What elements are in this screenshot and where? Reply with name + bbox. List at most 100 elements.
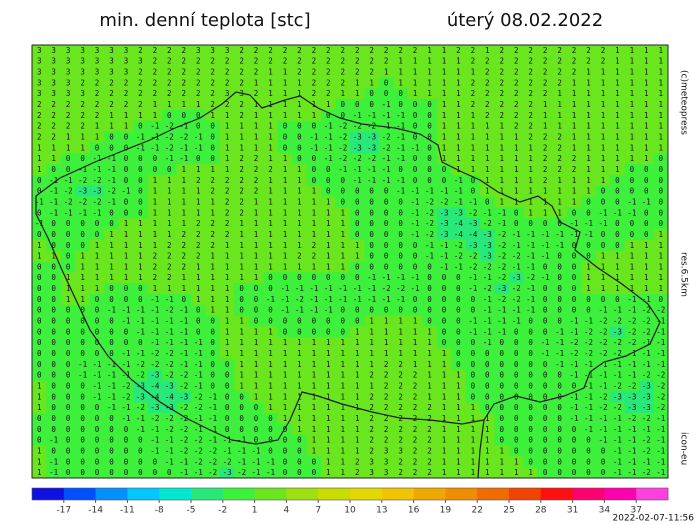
grid-cell bbox=[104, 293, 120, 306]
grid-cell bbox=[60, 369, 76, 382]
grid-cell bbox=[234, 164, 250, 176]
grid-value: 1 bbox=[341, 219, 346, 228]
grid-cell bbox=[378, 229, 394, 241]
grid-value: 1 bbox=[239, 252, 244, 261]
grid-value: 1 bbox=[644, 284, 649, 293]
grid-value: 1 bbox=[138, 241, 143, 250]
grid-value: 0 bbox=[312, 273, 317, 282]
grid-cell bbox=[393, 261, 409, 273]
grid-value: 2 bbox=[51, 100, 56, 109]
grid-value: -1 bbox=[208, 436, 217, 445]
grid-value: 1 bbox=[196, 100, 201, 109]
grid-value: 0 bbox=[51, 327, 56, 336]
grid-cell bbox=[465, 239, 481, 252]
grid-value: 0 bbox=[557, 252, 562, 261]
grid-value: -1 bbox=[150, 436, 159, 445]
grid-cell bbox=[219, 261, 235, 273]
grid-cell bbox=[639, 142, 655, 154]
grid-value: 1 bbox=[210, 273, 215, 282]
grid-cell bbox=[60, 413, 76, 425]
grid-value: -1 bbox=[570, 317, 579, 326]
grid-cell bbox=[653, 239, 669, 252]
grid-value: -1 bbox=[584, 425, 593, 434]
grid-cell bbox=[321, 358, 337, 371]
grid-cell bbox=[610, 293, 626, 306]
grid-cell bbox=[610, 326, 626, 338]
grid-cell bbox=[465, 174, 481, 187]
grid-cell bbox=[277, 369, 293, 382]
grid-cell bbox=[364, 196, 380, 208]
grid-value: -2 bbox=[454, 252, 463, 261]
grid-cell bbox=[46, 391, 62, 403]
grid-cell bbox=[523, 120, 539, 133]
grid-cell bbox=[509, 369, 524, 382]
grid-value: -1 bbox=[208, 414, 217, 423]
grid-value: 1 bbox=[528, 197, 533, 206]
grid-cell bbox=[364, 77, 380, 89]
grid-cell bbox=[104, 413, 120, 425]
grid-value: 0 bbox=[225, 360, 230, 369]
grid-cell bbox=[465, 445, 481, 457]
grid-value: 2 bbox=[384, 57, 389, 66]
grid-cell bbox=[581, 229, 597, 241]
grid-cell bbox=[436, 445, 452, 457]
grid-cell bbox=[595, 99, 611, 111]
grid-value: 2 bbox=[51, 122, 56, 131]
grid-cell bbox=[552, 380, 568, 392]
grid-cell bbox=[321, 326, 337, 338]
grid-cell bbox=[581, 153, 597, 165]
grid-value: -2 bbox=[497, 273, 506, 282]
grid-cell bbox=[566, 174, 582, 187]
grid-cell bbox=[89, 250, 105, 262]
grid-cell bbox=[407, 45, 423, 57]
grid-value: -1 bbox=[295, 284, 304, 293]
grid-value: 0 bbox=[124, 133, 129, 142]
grid-cell bbox=[465, 358, 481, 371]
grid-value: -2 bbox=[642, 436, 651, 445]
grid-value: 2 bbox=[196, 176, 201, 185]
grid-value: 1 bbox=[66, 143, 71, 152]
grid-cell bbox=[422, 77, 438, 89]
grid-cell bbox=[89, 218, 105, 230]
grid-cell bbox=[624, 304, 640, 317]
grid-value: 1 bbox=[485, 468, 490, 477]
grid-value: 0 bbox=[557, 403, 562, 412]
grid-value: 0 bbox=[239, 295, 244, 304]
grid-value: -2 bbox=[656, 403, 665, 412]
grid-cell bbox=[32, 402, 47, 414]
grid-cell bbox=[46, 272, 62, 284]
grid-value: -3 bbox=[223, 468, 232, 477]
grid-cell bbox=[581, 272, 597, 284]
grid-value: 0 bbox=[427, 284, 432, 293]
grid-cell bbox=[624, 380, 640, 392]
grid-cell bbox=[581, 77, 597, 89]
grid-cell bbox=[610, 88, 626, 100]
grid-cell bbox=[537, 174, 553, 187]
grid-cell bbox=[422, 261, 438, 273]
grid-cell bbox=[537, 109, 553, 122]
grid-value: 1 bbox=[644, 133, 649, 142]
grid-value: 2 bbox=[225, 208, 230, 217]
grid-cell bbox=[393, 402, 409, 414]
grid-cell bbox=[422, 239, 438, 252]
grid-cell bbox=[364, 66, 380, 78]
grid-cell bbox=[162, 261, 178, 273]
grid-value: 1 bbox=[297, 349, 302, 358]
grid-cell bbox=[610, 358, 626, 371]
grid-cell bbox=[350, 348, 365, 360]
grid-value: 0 bbox=[543, 436, 548, 445]
grid-value: 1 bbox=[153, 197, 158, 206]
grid-value: 2 bbox=[283, 57, 288, 66]
grid-value: 0 bbox=[572, 208, 577, 217]
grid-cell bbox=[566, 261, 582, 273]
grid-cell bbox=[219, 77, 235, 89]
grid-value: 1 bbox=[124, 230, 129, 239]
grid-value: -1 bbox=[584, 392, 593, 401]
grid-cell bbox=[393, 77, 409, 89]
grid-cell bbox=[350, 304, 365, 317]
grid-cell bbox=[422, 142, 438, 154]
grid-value: 0 bbox=[109, 208, 114, 217]
grid-cell bbox=[610, 120, 626, 133]
grid-cell bbox=[234, 293, 250, 306]
grid-value: 0 bbox=[500, 392, 505, 401]
